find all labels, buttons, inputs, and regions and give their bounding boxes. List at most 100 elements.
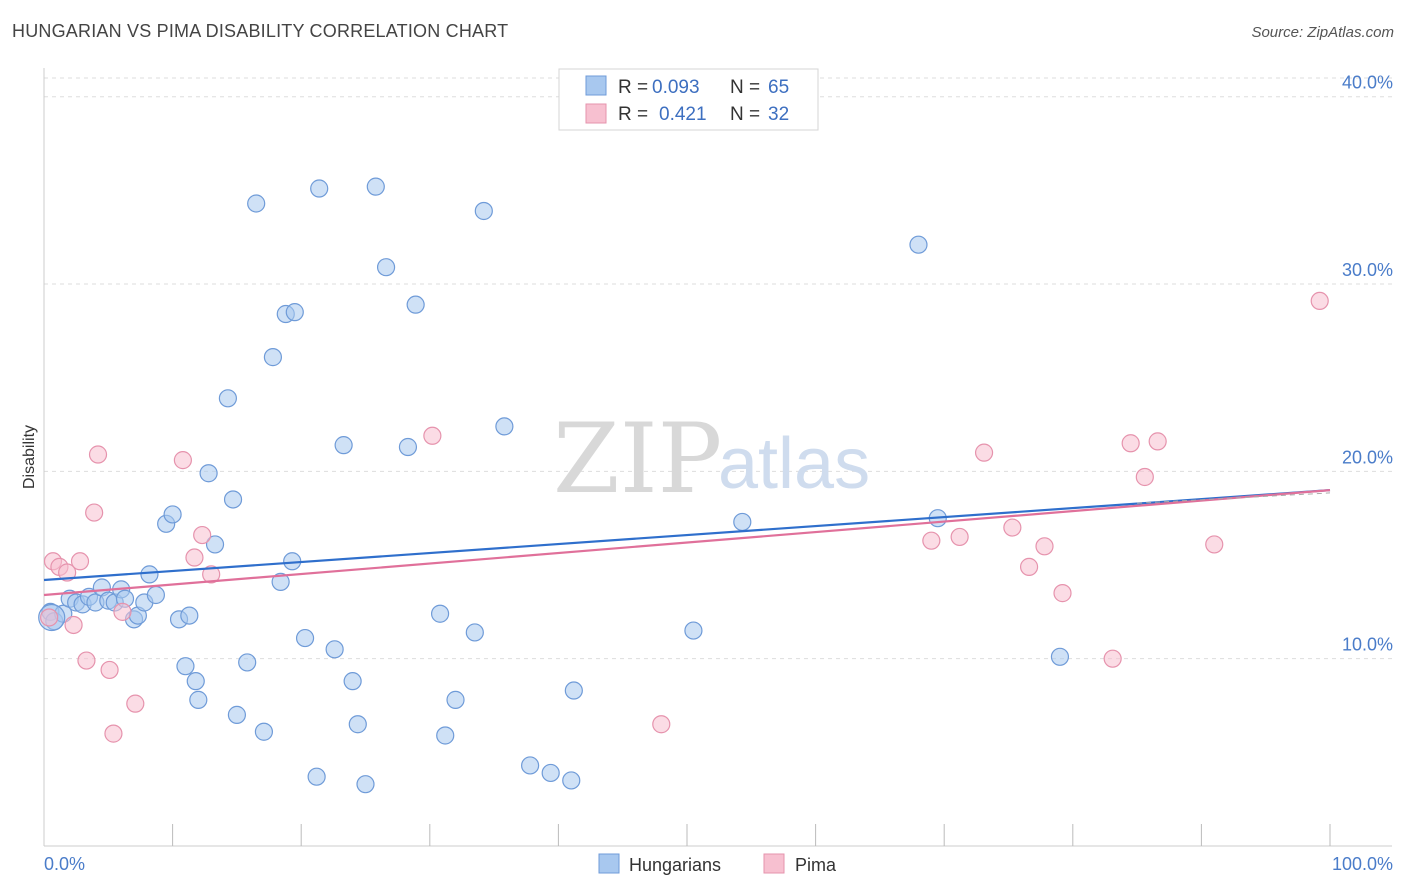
- pima-point: [922, 531, 941, 550]
- bottom-legend-swatch-pima: [763, 853, 785, 874]
- hungarians-point: [334, 436, 353, 455]
- legend-r-label-hungarians: R =: [618, 77, 648, 98]
- hungarians-point: [310, 179, 329, 198]
- hungarians-point: [140, 565, 159, 584]
- trend-line-pima: [43, 489, 1331, 597]
- watermark-zip: ZIP: [553, 403, 722, 515]
- chart-title: HUNGARIAN VS PIMA DISABILITY CORRELATION…: [12, 21, 509, 41]
- hungarians-point: [465, 623, 484, 642]
- hungarians-point: [406, 295, 425, 314]
- hungarians-point: [146, 585, 165, 605]
- legend-swatch-pima: [585, 103, 607, 124]
- y-axis-tick-labels: 10.0% 20.0% 30.0% 40.0%: [1342, 73, 1393, 655]
- hungarians-point: [218, 389, 237, 408]
- hungarians-point: [163, 505, 182, 524]
- hungarians-point: [325, 640, 344, 659]
- pima-point: [1310, 291, 1329, 311]
- hungarians-point: [271, 572, 290, 591]
- pima-point: [100, 660, 119, 680]
- pima-point: [652, 715, 671, 734]
- hungarians-point: [684, 621, 703, 640]
- hungarians-point: [562, 771, 581, 790]
- hungarians-point: [521, 756, 540, 775]
- pima-point: [64, 615, 83, 635]
- legend-n-value-pima: 32: [768, 104, 789, 125]
- y-tick-label: 10.0%: [1342, 635, 1393, 655]
- bottom-legend: Hungarians Pima: [598, 853, 837, 875]
- x-tick-label-min: 0.0%: [44, 854, 85, 874]
- hungarians-point: [176, 657, 195, 676]
- hungarians-point: [909, 235, 928, 254]
- bottom-legend-swatch-hungarians: [598, 853, 620, 874]
- hungarians-point: [436, 726, 455, 745]
- pima-point: [77, 651, 96, 670]
- pima-point: [1035, 537, 1054, 556]
- bottom-legend-label-pima: Pima: [795, 855, 837, 875]
- pima-point: [70, 552, 90, 571]
- source-label: Source: ZipAtlas.com: [1251, 24, 1394, 41]
- y-tick-label: 40.0%: [1342, 73, 1393, 93]
- hungarians-point: [263, 348, 283, 367]
- pima-point: [85, 503, 104, 522]
- hungarians-point: [348, 715, 367, 734]
- hungarians-point: [199, 464, 218, 483]
- legend-swatch-hungarians: [585, 75, 607, 96]
- hungarians-point: [186, 672, 205, 691]
- legend-n-label-hungarians: N =: [730, 77, 760, 98]
- pima-point: [974, 443, 994, 462]
- pima-point: [202, 565, 221, 584]
- pima-point: [1103, 649, 1122, 668]
- hungarians-point: [446, 690, 465, 709]
- pima-point: [173, 451, 192, 470]
- pima-point: [1019, 557, 1039, 576]
- trend-line-hungarians: [43, 489, 1331, 582]
- hungarians-point: [495, 417, 514, 436]
- pima-point: [104, 724, 123, 743]
- pima-point: [185, 548, 204, 567]
- legend-r-value-hungarians: 0.093: [652, 77, 700, 98]
- pima-point: [1053, 584, 1072, 603]
- y-axis-label: Disability: [21, 425, 38, 489]
- legend-r-value-pima: 0.421: [659, 104, 707, 125]
- hungarians-point: [376, 258, 396, 277]
- hungarians-point: [474, 201, 493, 221]
- pima-point: [950, 527, 969, 547]
- hungarians-point: [205, 535, 225, 554]
- pima-point: [1003, 518, 1022, 537]
- y-tick-label: 30.0%: [1342, 260, 1393, 280]
- pima-point: [1205, 535, 1224, 554]
- legend-r-label-pima: R =: [618, 104, 648, 125]
- legend-n-value-hungarians: 65: [768, 77, 789, 98]
- pima-point: [88, 445, 108, 464]
- pima-point: [113, 602, 132, 621]
- hungarians-point: [254, 722, 274, 741]
- hungarians-point: [733, 512, 752, 532]
- series-pima-points: [40, 291, 1329, 743]
- pima-point: [58, 563, 77, 582]
- hungarians-point: [223, 490, 243, 509]
- pima-point: [126, 694, 145, 713]
- hungarians-point: [541, 763, 560, 783]
- pima-point: [1135, 467, 1154, 487]
- hungarians-point: [1050, 647, 1070, 666]
- y-tick-label: 20.0%: [1342, 447, 1393, 467]
- pima-point: [423, 426, 442, 445]
- hungarians-point: [343, 672, 362, 691]
- watermark-atlas: atlas: [718, 424, 870, 504]
- pima-point: [1148, 432, 1167, 451]
- hungarians-point: [285, 303, 304, 322]
- pima-point: [40, 608, 59, 627]
- pima-point: [193, 525, 212, 545]
- hungarians-point: [356, 775, 375, 794]
- hungarians-point: [227, 705, 246, 724]
- trend-lines: [43, 489, 1331, 597]
- x-axis-ticks: [172, 824, 1331, 846]
- hungarians-point: [247, 194, 266, 213]
- hungarians-point: [307, 767, 326, 786]
- legend-n-label-pima: N =: [730, 104, 760, 125]
- hungarians-point: [295, 628, 315, 648]
- hungarians-point: [564, 681, 583, 700]
- hungarians-point: [430, 604, 450, 623]
- hungarians-point: [180, 606, 199, 625]
